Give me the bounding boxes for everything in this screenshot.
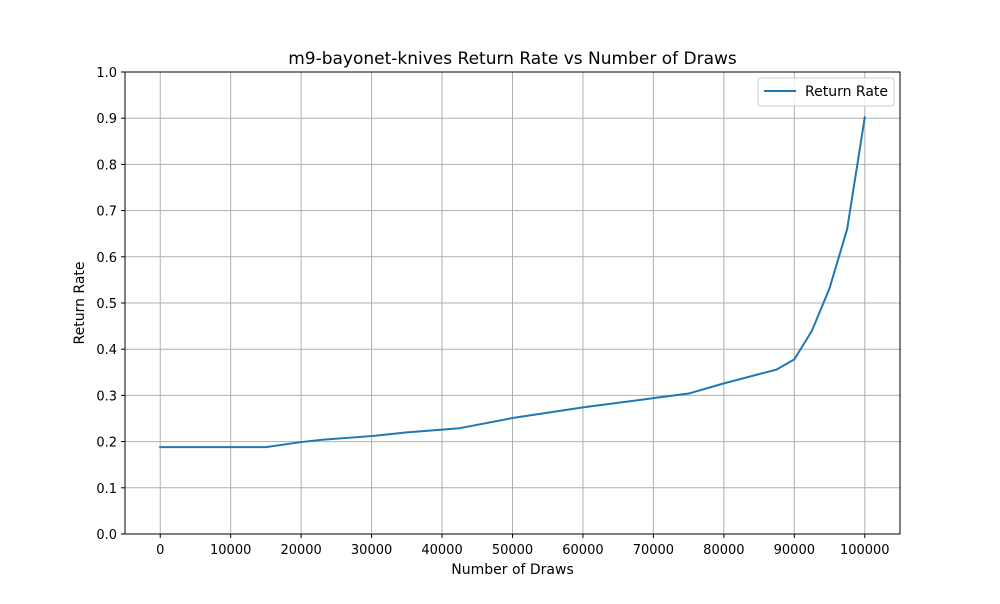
x-tick-label: 100000 <box>840 543 890 558</box>
x-tick-label: 50000 <box>492 543 533 558</box>
x-tick-label: 80000 <box>703 543 744 558</box>
legend-frame <box>757 77 895 107</box>
y-tick-label: 0.7 <box>96 205 117 220</box>
y-tick-label: 0.2 <box>96 436 117 451</box>
y-axis-label: Return Rate <box>72 261 88 344</box>
y-tick-label: 0.6 <box>96 251 117 266</box>
legend: Return Rate <box>757 77 895 107</box>
x-tick-label: 60000 <box>562 543 603 558</box>
y-tick-label: 0.8 <box>96 158 117 173</box>
legend-label: Return Rate <box>805 84 888 100</box>
x-axis-label: Number of Draws <box>451 562 574 578</box>
chart-title: m9-bayonet-knives Return Rate vs Number … <box>288 49 737 69</box>
x-tick-label: 0 <box>156 543 164 558</box>
x-tick-label: 20000 <box>280 543 321 558</box>
y-tick-label: 0.0 <box>96 528 117 543</box>
y-tick-label: 0.9 <box>96 112 117 127</box>
y-tick-label: 0.5 <box>96 297 117 312</box>
y-tick-label: 0.4 <box>96 343 117 358</box>
tick-layer: 0 10000 20000 30000 40000 50000 60000 70000 8000… <box>96 66 889 558</box>
x-tick-label: 10000 <box>210 543 251 558</box>
y-tick-label: 0.1 <box>96 482 117 497</box>
y-tick-label: 0.3 <box>96 389 117 404</box>
x-tick-label: 90000 <box>774 543 815 558</box>
x-tick-label: 70000 <box>633 543 674 558</box>
series-line-return-rate <box>159 116 866 449</box>
x-tick-label: 40000 <box>421 543 462 558</box>
y-tick-label: 1.0 <box>96 66 117 81</box>
series-layer <box>159 116 866 449</box>
x-tick-label: 30000 <box>351 543 392 558</box>
